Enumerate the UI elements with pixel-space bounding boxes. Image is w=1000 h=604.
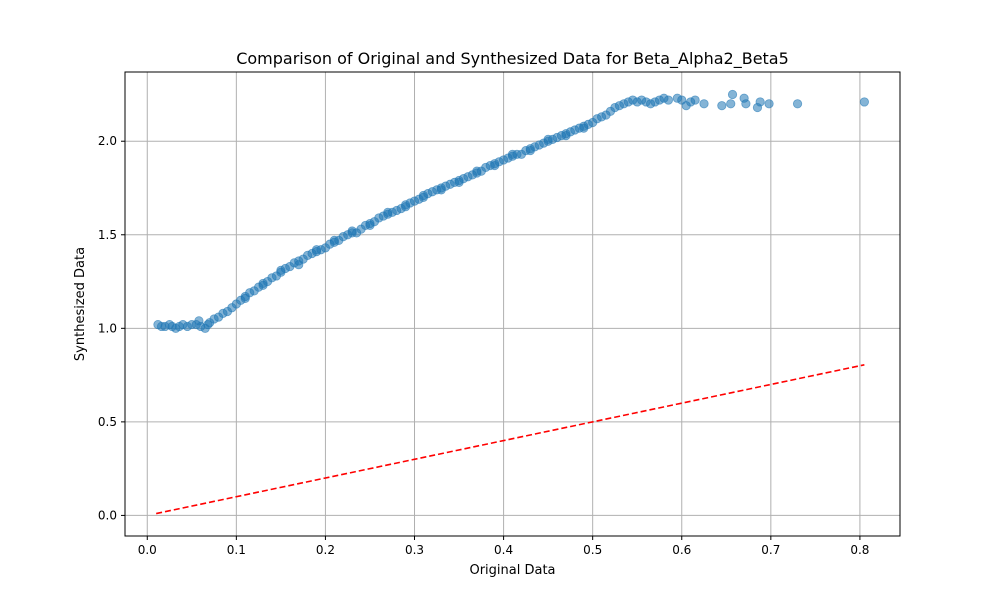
y-tick-label: 1.0 xyxy=(98,321,117,335)
chart-title: Comparison of Original and Synthesized D… xyxy=(236,49,789,69)
x-axis-label: Original Data xyxy=(469,563,555,578)
grid xyxy=(125,72,900,536)
reference-line-layer xyxy=(156,364,865,515)
scatter-point xyxy=(454,177,464,187)
x-tick-label: 0.7 xyxy=(761,543,780,557)
y-tick-label: 0.5 xyxy=(98,415,117,429)
scatter-point xyxy=(311,245,322,255)
scatter-point xyxy=(525,145,535,156)
scatter-point xyxy=(436,185,446,195)
scatter-point xyxy=(240,293,250,303)
scatter-point xyxy=(294,260,304,270)
scatter-point xyxy=(347,226,357,236)
scatter-point xyxy=(726,99,736,109)
x-tick-label: 0.6 xyxy=(672,543,691,557)
scatter-point xyxy=(472,166,482,176)
scatter-point xyxy=(490,160,500,171)
scatter-point xyxy=(741,99,751,109)
x-tick-label: 0.1 xyxy=(227,543,246,557)
scatter-point xyxy=(276,265,286,275)
x-tick-label: 0.2 xyxy=(316,543,335,557)
scatter-point xyxy=(699,99,709,109)
scatter-point xyxy=(727,89,738,100)
scatter-point xyxy=(329,235,339,245)
scatter-point xyxy=(418,192,429,202)
scatter-point xyxy=(663,95,673,105)
x-tick-label: 0.0 xyxy=(138,543,157,557)
scatter-point xyxy=(507,149,518,159)
scatter-point xyxy=(365,220,375,231)
scatter-point xyxy=(383,207,393,217)
scatter-point xyxy=(543,134,553,144)
scatter-point xyxy=(561,131,571,141)
x-tick-label: 0.4 xyxy=(494,543,513,557)
y-axis-label: Synthesized Data xyxy=(73,247,88,361)
reference-line xyxy=(156,364,865,515)
scatter-point xyxy=(859,97,869,107)
axis-ticks: 0.0 0.1 0.2 0.3 0.4 0.5 0.6 0.7 0.8 0.0 0.5 1.0 1.5 2… xyxy=(98,134,870,557)
y-tick-label: 0.0 xyxy=(98,508,117,522)
y-tick-label: 1.5 xyxy=(98,228,117,242)
y-tick-label: 2.0 xyxy=(98,134,117,148)
x-tick-label: 0.3 xyxy=(405,543,424,557)
scatter-point xyxy=(258,280,268,290)
scatter-points xyxy=(153,89,869,333)
scatter-point xyxy=(690,95,700,105)
x-tick-label: 0.5 xyxy=(583,543,602,557)
scatter-point xyxy=(717,101,727,111)
scatter-point xyxy=(755,97,765,107)
plot-frame xyxy=(124,71,901,537)
x-tick-label: 0.8 xyxy=(850,543,869,557)
scatter-point xyxy=(764,99,774,109)
scatter-point xyxy=(579,123,589,133)
scatter-point xyxy=(792,99,803,109)
scatter-point xyxy=(401,202,411,212)
